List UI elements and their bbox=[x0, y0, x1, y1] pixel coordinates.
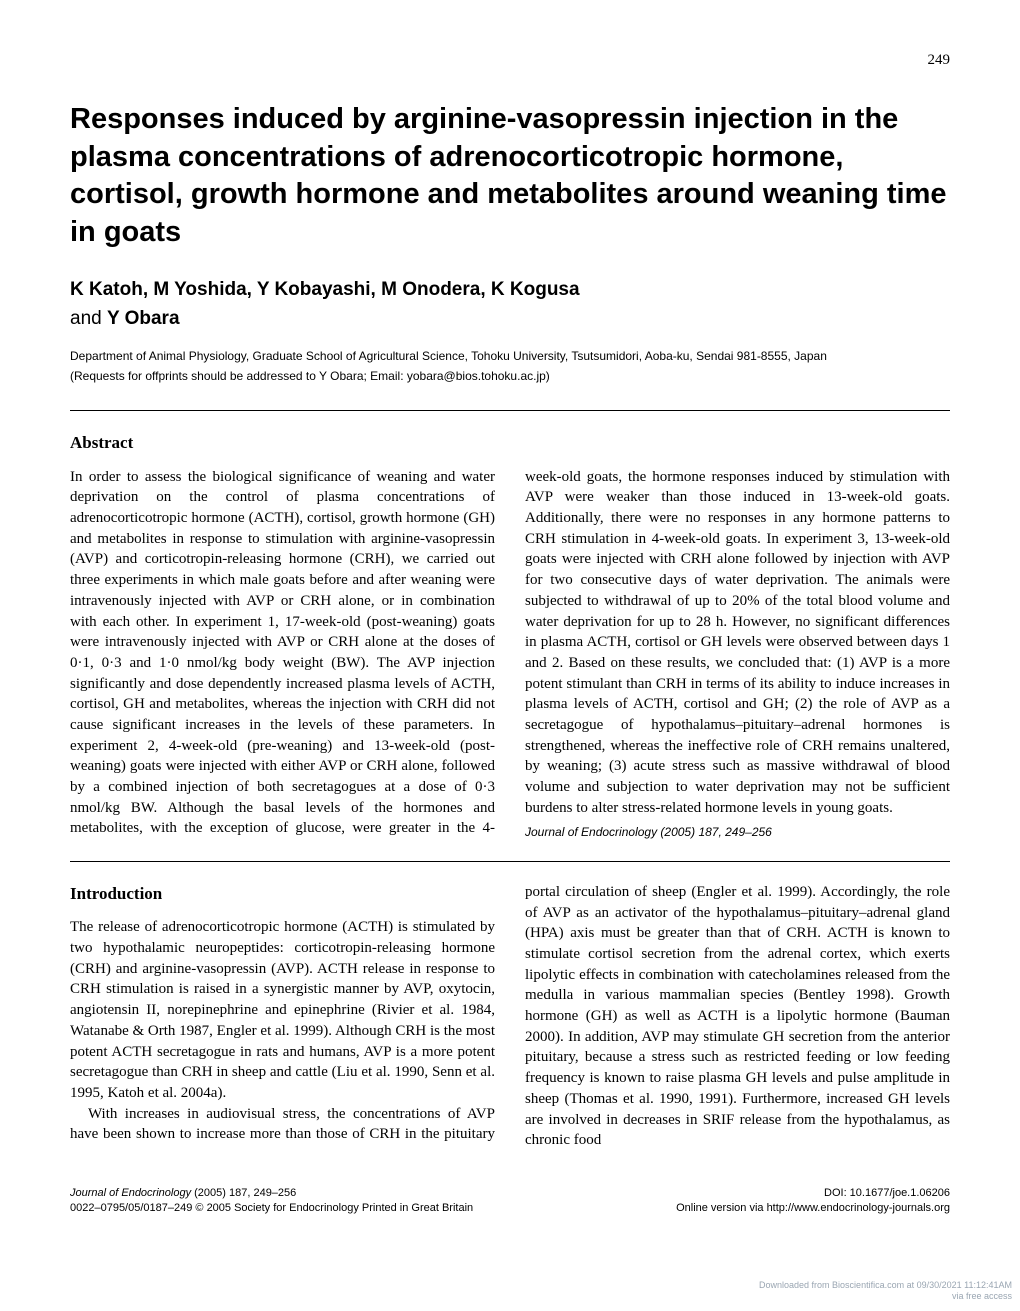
correspondence: (Requests for offprints should be addres… bbox=[70, 367, 950, 385]
page-footer: Journal of Endocrinology (2005) 187, 249… bbox=[70, 1186, 950, 1217]
rule-top bbox=[70, 410, 950, 411]
affiliation: Department of Animal Physiology, Graduat… bbox=[70, 347, 950, 365]
page-number: 249 bbox=[70, 50, 950, 71]
footer-left-line1: Journal of Endocrinology (2005) 187, 249… bbox=[70, 1186, 473, 1201]
footer-doi: DOI: 10.1677/joe.1.06206 bbox=[676, 1186, 950, 1201]
authors-and: and bbox=[70, 308, 107, 329]
introduction-heading: Introduction bbox=[70, 882, 495, 905]
abstract-text: In order to assess the biological signif… bbox=[70, 467, 950, 841]
footer-journal-name: Journal of Endocrinology bbox=[70, 1187, 191, 1199]
watermark-line1: Downloaded from Bioscientifica.com at 09… bbox=[759, 1280, 1012, 1292]
footer-online: Online version via http://www.endocrinol… bbox=[676, 1201, 950, 1216]
authors-line1: K Katoh, M Yoshida, Y Kobayashi, M Onode… bbox=[70, 277, 950, 304]
footer-left: Journal of Endocrinology (2005) 187, 249… bbox=[70, 1186, 473, 1217]
article-title: Responses induced by arginine-vasopressi… bbox=[70, 101, 950, 252]
abstract-heading: Abstract bbox=[70, 431, 950, 455]
abstract-body: In order to assess the biological signif… bbox=[70, 467, 950, 841]
rule-bottom bbox=[70, 861, 950, 862]
authors-line2: and Y Obara bbox=[70, 306, 950, 333]
footer-left-line2: 0022–0795/05/0187–249 © 2005 Society for… bbox=[70, 1201, 473, 1216]
download-watermark: Downloaded from Bioscientifica.com at 09… bbox=[759, 1280, 1012, 1303]
last-author: Y Obara bbox=[107, 308, 180, 329]
watermark-line2: via free access bbox=[759, 1291, 1012, 1303]
introduction-block: Introduction The release of adrenocortic… bbox=[70, 882, 950, 1151]
journal-reference: Journal of Endocrinology (2005) 187, 249… bbox=[525, 824, 950, 841]
footer-journal-info: (2005) 187, 249–256 bbox=[191, 1187, 296, 1199]
footer-right: DOI: 10.1677/joe.1.06206 Online version … bbox=[676, 1186, 950, 1217]
intro-paragraph-1: The release of adrenocorticotropic hormo… bbox=[70, 917, 495, 1103]
